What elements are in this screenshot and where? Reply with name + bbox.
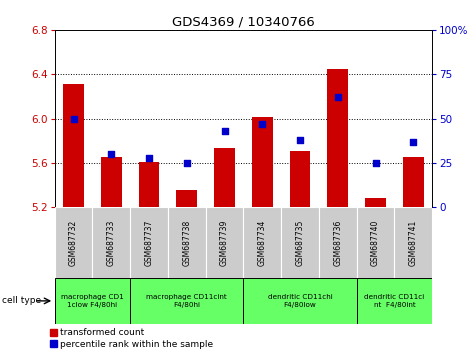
Bar	[130, 207, 168, 278]
Bar	[243, 278, 357, 324]
Bar	[357, 278, 432, 324]
Bar	[63, 84, 84, 207]
Text: macrophage CD1
1clow F4/80hi: macrophage CD1 1clow F4/80hi	[61, 294, 124, 308]
Bar	[403, 157, 424, 207]
Text: GSM687741: GSM687741	[409, 219, 418, 266]
Bar	[55, 207, 92, 278]
Text: GSM687735: GSM687735	[295, 219, 304, 266]
Text: dendritic CD11chi
F4/80low: dendritic CD11chi F4/80low	[268, 294, 332, 308]
Point	[183, 160, 190, 166]
Bar	[319, 207, 357, 278]
Text: GSM687733: GSM687733	[107, 219, 116, 266]
Text: GSM687740: GSM687740	[371, 219, 380, 266]
Text: GSM687734: GSM687734	[258, 219, 267, 266]
Text: GSM687732: GSM687732	[69, 219, 78, 266]
Bar	[176, 190, 197, 207]
Text: cell type: cell type	[2, 296, 41, 306]
Bar	[243, 207, 281, 278]
Text: GSM687738: GSM687738	[182, 219, 191, 266]
Text: GSM687739: GSM687739	[220, 219, 229, 266]
Bar	[168, 207, 206, 278]
Text: dendritic CD11ci
nt  F4/80int: dendritic CD11ci nt F4/80int	[364, 294, 425, 308]
Point	[145, 155, 153, 160]
Bar	[206, 207, 243, 278]
Legend: transformed count, percentile rank within the sample: transformed count, percentile rank withi…	[50, 329, 214, 349]
Point	[409, 139, 417, 144]
Bar	[365, 198, 386, 207]
Point	[107, 151, 115, 157]
Text: macrophage CD11cint
F4/80hi: macrophage CD11cint F4/80hi	[146, 294, 227, 308]
Text: GSM687737: GSM687737	[144, 219, 153, 266]
Bar	[281, 207, 319, 278]
Point	[334, 95, 342, 100]
Bar	[55, 278, 130, 324]
Bar	[130, 278, 243, 324]
Bar	[357, 207, 394, 278]
Text: GSM687736: GSM687736	[333, 219, 342, 266]
Bar	[327, 69, 348, 207]
Point	[70, 116, 77, 121]
Point	[258, 121, 266, 127]
Bar	[252, 118, 273, 207]
Bar	[214, 148, 235, 207]
Point	[296, 137, 304, 143]
Title: GDS4369 / 10340766: GDS4369 / 10340766	[172, 16, 315, 29]
Bar	[139, 162, 160, 207]
Bar	[92, 207, 130, 278]
Bar	[290, 151, 311, 207]
Bar	[395, 207, 432, 278]
Point	[221, 128, 228, 134]
Bar	[101, 157, 122, 207]
Point	[372, 160, 380, 166]
